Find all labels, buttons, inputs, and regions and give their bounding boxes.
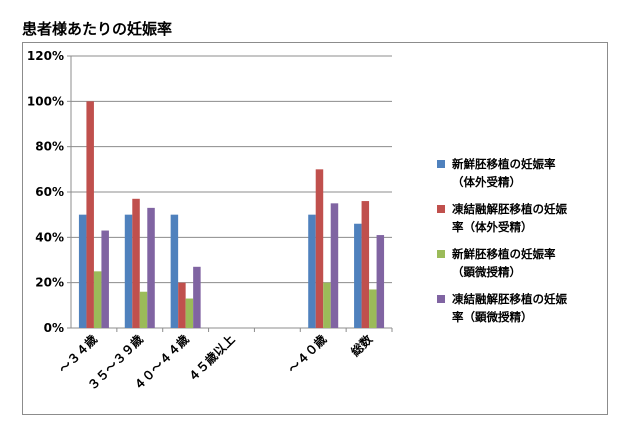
bar: [178, 282, 186, 328]
legend-label-line1: 新鮮胚移植の妊娠率: [452, 247, 556, 261]
bar: [132, 198, 140, 328]
legend-label-line2: 率（顕微授精）: [452, 310, 533, 324]
legend-item: 凍結融解胚移植の妊娠 率（体外受精）: [437, 200, 607, 236]
x-tick-label: ～４０歳: [285, 332, 330, 377]
x-tick-label: 総数: [348, 331, 376, 359]
bar: [193, 266, 201, 328]
y-tick-label: 20%: [35, 276, 64, 290]
legend-swatch: [437, 160, 445, 168]
bar: [147, 207, 155, 328]
bar: [93, 271, 102, 328]
bar: [323, 282, 331, 328]
y-tick-label: 120%: [27, 49, 64, 63]
legend-label-line1: 凍結融解胚移植の妊娠: [452, 292, 567, 306]
bar: [354, 223, 362, 328]
bar: [376, 235, 385, 328]
legend-swatch: [437, 295, 445, 303]
legend-item: 新鮮胚移植の妊娠率 （体外受精）: [437, 155, 607, 191]
bar: [315, 169, 324, 328]
legend-item: 新鮮胚移植の妊娠率 （顕微授精）: [437, 245, 607, 281]
legend-label-line2: 率（体外受精）: [452, 220, 533, 234]
bar: [78, 214, 87, 328]
y-tick-label: 100%: [27, 94, 64, 108]
y-tick-label: 40%: [35, 230, 64, 244]
bar: [330, 203, 339, 328]
bar: [139, 291, 148, 328]
legend: 新鮮胚移植の妊娠率 （体外受精） 凍結融解胚移植の妊娠 率（体外受精） 新鮮胚移…: [437, 155, 607, 335]
legend-label-line1: 凍結融解胚移植の妊娠: [452, 202, 567, 216]
legend-swatch: [437, 250, 445, 258]
x-tick-label: ～３４歳: [55, 332, 100, 377]
y-tick-label: 80%: [35, 140, 64, 154]
legend-label-line2: （顕微授精）: [452, 265, 521, 279]
legend-swatch: [437, 205, 445, 213]
x-tick-label: ４５歳以上: [185, 332, 238, 385]
bar: [86, 101, 94, 328]
y-tick-label: 0%: [44, 321, 64, 335]
bar: [361, 201, 370, 328]
bar: [170, 214, 179, 328]
legend-item: 凍結融解胚移植の妊娠 率（顕微授精）: [437, 290, 607, 326]
bar: [185, 298, 194, 328]
legend-label-line2: （体外受精）: [452, 175, 521, 189]
bar: [369, 289, 377, 328]
bar: [124, 214, 133, 328]
y-tick-label: 60%: [35, 185, 64, 199]
bar: [101, 230, 109, 328]
bar: [308, 214, 316, 328]
chart-title: 患者様あたりの妊娠率: [22, 20, 173, 38]
legend-label-line1: 新鮮胚移植の妊娠率: [452, 157, 556, 171]
